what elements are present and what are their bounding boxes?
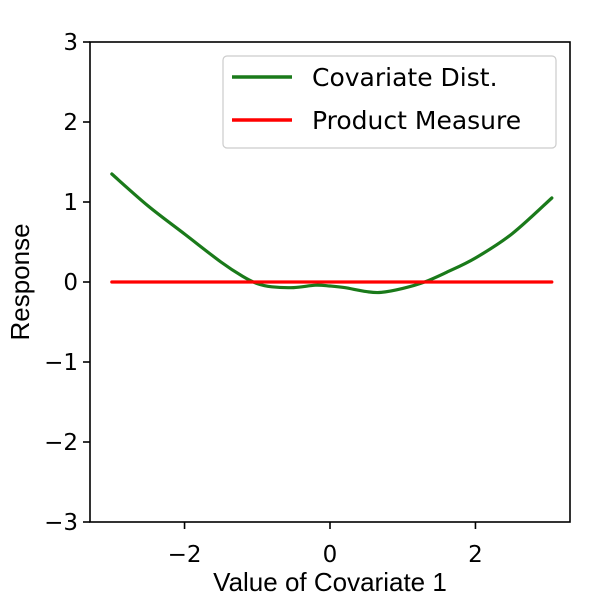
y-tick-label: −3: [44, 510, 78, 536]
y-tick-label: 0: [63, 270, 78, 296]
plot-lines: [110, 172, 554, 295]
y-tick-label: 3: [63, 30, 78, 56]
y-tick-label: −1: [44, 350, 78, 376]
legend-frame: [222, 55, 557, 149]
x-axis-label: Value of Covariate 1: [213, 567, 447, 597]
y-axis: −3 −2 −1 0 1 2 3: [44, 30, 90, 536]
x-tick-label: 2: [468, 542, 483, 568]
legend: Covariate Dist. Product Measure: [222, 55, 557, 149]
series-line-covariate-dist: [110, 172, 554, 295]
x-axis: −2 0 2: [168, 522, 483, 568]
y-axis-label: Response: [5, 223, 35, 340]
x-tick-label: 0: [323, 542, 338, 568]
legend-label-product-measure: Product Measure: [312, 106, 521, 135]
legend-label-covariate-dist: Covariate Dist.: [312, 63, 498, 92]
x-tick-label: −2: [168, 542, 202, 568]
y-tick-label: 2: [63, 110, 78, 136]
y-tick-label: −2: [44, 430, 78, 456]
y-tick-label: 1: [63, 190, 78, 216]
